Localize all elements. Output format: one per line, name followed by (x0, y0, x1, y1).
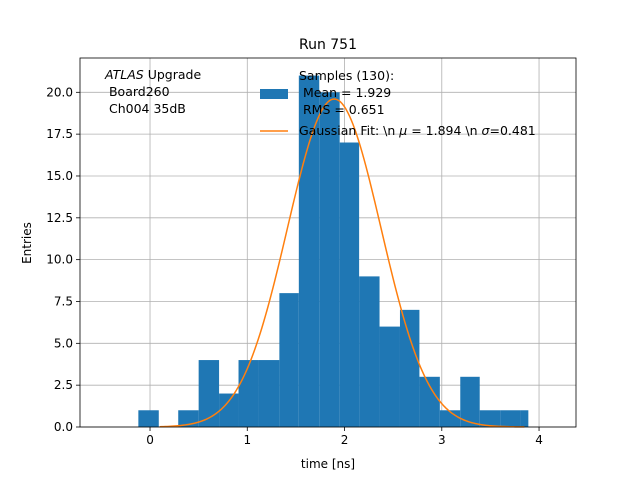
histogram-bar (460, 376, 480, 427)
histogram-bar (279, 293, 299, 427)
y-tick-label: 5.0 (54, 336, 73, 350)
histogram-bar (339, 142, 360, 428)
y-tick-label: 7.5 (54, 294, 73, 308)
svg-text:ATLAS Upgrade: ATLAS Upgrade (104, 67, 201, 82)
histogram-bar (520, 410, 529, 427)
histogram-bar (359, 276, 380, 427)
y-tick-label: 15.0 (46, 169, 73, 183)
x-tick-label: 4 (535, 433, 543, 447)
x-axis-label: time [ns] (301, 457, 355, 471)
upgrade-label: Upgrade (144, 67, 202, 82)
y-tick-label: 10.0 (46, 253, 73, 267)
histogram-bar (238, 360, 259, 427)
legend-hist-label-2: Mean = 1.929 (299, 85, 391, 100)
atlas-italic-label: ATLAS (104, 67, 144, 82)
plot-frame (79, 57, 577, 428)
histogram-bar (439, 410, 461, 427)
x-tick-label: 3 (438, 433, 446, 447)
histogram-bar (479, 410, 501, 427)
legend-fit-label: Gaussian Fit: \n μ = 1.894 \n σ=0.481 (299, 123, 536, 138)
histogram-bar (500, 410, 521, 427)
chart-title: Run 751 (299, 37, 357, 53)
legend-hist-label-1: Samples (130): (299, 68, 394, 83)
histogram-bar (399, 309, 420, 427)
channel-label: Ch004 35dB (105, 101, 186, 116)
histogram-bar (198, 360, 220, 427)
histogram-bar (379, 326, 400, 427)
histogram-bars (138, 75, 529, 428)
x-tick-label: 0 (146, 433, 154, 447)
y-tick-label: 0.0 (54, 420, 73, 434)
x-tick-label: 1 (243, 433, 251, 447)
legend-hist-swatch (260, 89, 288, 99)
gaussian-fit-curve (159, 98, 525, 428)
legend-hist-label-3: RMS = 0.651 (299, 102, 385, 117)
board-label: Board260 (105, 84, 170, 99)
histogram-bar (319, 92, 340, 427)
histogram-bar (419, 376, 440, 427)
legend: Samples (130): Mean = 1.929 RMS = 0.651 … (260, 68, 536, 138)
y-tick-label: 17.5 (46, 127, 73, 141)
histogram-bar (138, 410, 159, 427)
y-tick-label: 20.0 (46, 85, 73, 99)
y-tick-label: 12.5 (46, 211, 73, 225)
axis-ticks: 0 1 2 3 4 0.0 2.5 5.0 7.5 10.0 12.5 15.0 17.5 20.0 (46, 85, 543, 447)
x-tick-label: 2 (341, 433, 349, 447)
histogram-bar (258, 360, 280, 427)
histogram-bar (219, 393, 239, 427)
y-axis-label: Entries (20, 222, 34, 264)
y-tick-label: 2.5 (54, 378, 73, 392)
atlas-annotation: ATLAS Upgrade Board260 Ch004 35dB (104, 67, 201, 116)
